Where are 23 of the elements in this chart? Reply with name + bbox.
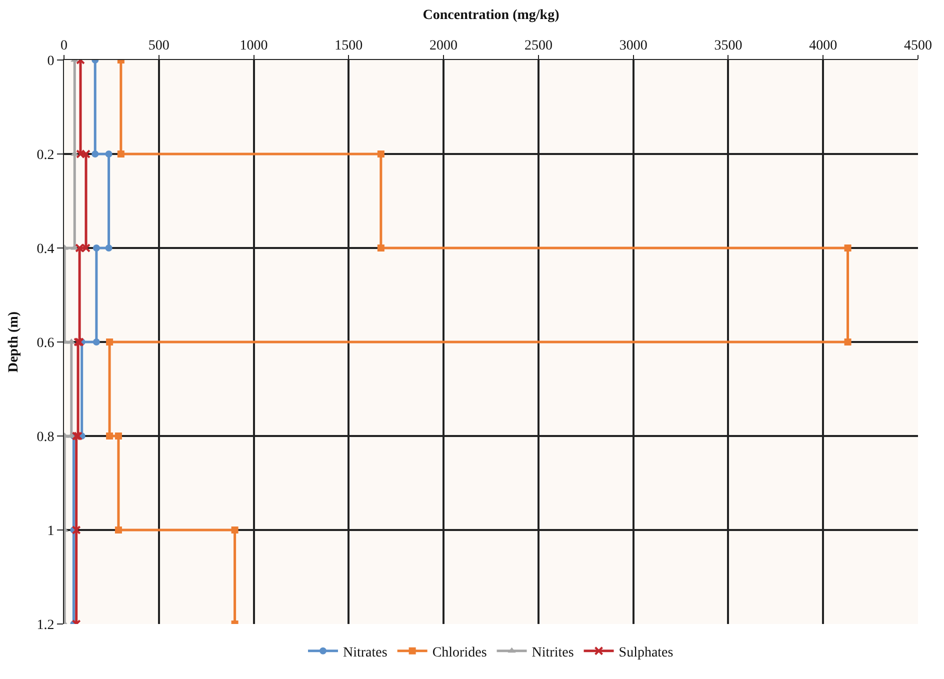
- x-axis-title: Concentration (mg/kg): [422, 8, 560, 23]
- y-tick-label: 0: [47, 54, 54, 69]
- x-tick-label: 1000: [240, 38, 268, 54]
- y-tick-label: 0.8: [36, 430, 54, 445]
- legend-label: Nitrites: [532, 645, 574, 660]
- x-tick-label: 4000: [809, 38, 838, 54]
- y-tick-label: 0.2: [36, 148, 54, 163]
- x-tick-label: 0: [60, 38, 68, 54]
- y-tick-label: 1.2: [36, 618, 54, 633]
- x-tick-label: 3000: [619, 38, 648, 54]
- legend-label: Chlorides: [432, 645, 487, 660]
- y-tick-label: 0.4: [36, 242, 54, 257]
- x-tick-label: 2000: [430, 38, 458, 54]
- y-axis-title: Depth (m): [6, 311, 22, 373]
- legend-label: Nitrates: [343, 645, 388, 660]
- x-tick-label: 3500: [714, 38, 742, 54]
- x-tick-label: 1500: [334, 38, 363, 54]
- y-tick-label: 1: [47, 524, 54, 539]
- legend-label: Sulphates: [618, 645, 674, 660]
- y-tick-label: 0.6: [36, 336, 54, 351]
- x-tick-label: 2500: [524, 38, 552, 54]
- x-tick-label: 500: [148, 38, 170, 54]
- x-tick-label: 4500: [904, 38, 932, 54]
